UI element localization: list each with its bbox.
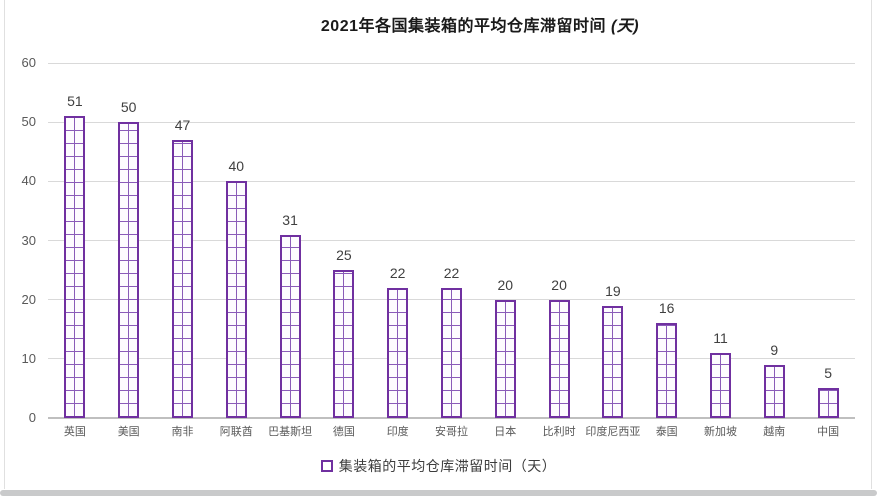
legend-label: 集装箱的平均仓库滞留时间（天） xyxy=(338,458,557,474)
bar-value-label: 19 xyxy=(605,283,621,299)
bar xyxy=(387,288,409,418)
y-axis-label: 0 xyxy=(28,410,36,425)
bar-value-label: 40 xyxy=(228,158,245,174)
x-axis-label: 新加坡 xyxy=(704,426,737,438)
bar xyxy=(441,288,462,418)
gridline xyxy=(48,121,855,123)
bar xyxy=(817,388,839,418)
bar-value-label: 5 xyxy=(824,365,832,381)
x-axis-label: 越南 xyxy=(763,426,786,438)
bar-value-label: 16 xyxy=(658,300,675,316)
gridline xyxy=(48,240,855,241)
x-axis-label: 泰国 xyxy=(655,426,678,438)
chart-title: 2021年各国集装箱的平均仓库滞留时间 (天) xyxy=(83,12,877,36)
gridline xyxy=(48,62,855,64)
bar xyxy=(64,116,86,418)
x-axis-label: 美国 xyxy=(117,426,140,438)
y-axis-label: 30 xyxy=(21,232,36,248)
chart-title-main: 2021年各国集装箱的平均仓库滞留时间 xyxy=(320,18,606,35)
y-axis-label: 10 xyxy=(21,350,36,366)
bar-value-label: 22 xyxy=(443,265,460,281)
bar-value-label: 20 xyxy=(551,277,567,293)
left-border-line xyxy=(4,0,5,489)
right-border-line xyxy=(871,0,872,489)
gridline xyxy=(48,180,855,182)
x-axis-label: 英国 xyxy=(63,426,86,438)
bar xyxy=(548,300,570,418)
x-axis-label: 中国 xyxy=(817,426,840,438)
y-axis-label: 60 xyxy=(21,55,36,70)
bar-value-label: 51 xyxy=(67,93,83,109)
bar xyxy=(494,300,516,418)
x-axis-label: 日本 xyxy=(494,426,517,438)
bar xyxy=(333,270,355,418)
bar-value-label: 11 xyxy=(713,330,728,346)
bar xyxy=(172,140,193,418)
x-axis-label: 南非 xyxy=(171,426,194,438)
bar xyxy=(656,323,678,418)
x-axis-line xyxy=(48,417,855,419)
bar-value-label: 31 xyxy=(282,212,298,228)
x-axis-label: 印度尼西亚 xyxy=(585,426,641,438)
x-axis-label: 巴基斯坦 xyxy=(268,426,313,438)
bar-value-label: 22 xyxy=(389,265,406,281)
bar-value-label: 20 xyxy=(497,277,514,293)
y-axis-label: 40 xyxy=(21,173,36,189)
chart-title-unit: (天) xyxy=(606,18,640,35)
y-axis-label: 50 xyxy=(21,114,36,130)
legend: 集装箱的平均仓库滞留时间（天） xyxy=(0,456,877,476)
bar-value-label: 25 xyxy=(336,247,352,263)
x-axis-label: 德国 xyxy=(332,426,355,438)
legend-marker-icon xyxy=(320,460,333,472)
y-axis-label: 20 xyxy=(21,291,36,307)
x-axis-label: 比利时 xyxy=(542,426,576,438)
bar xyxy=(225,181,247,418)
x-axis-label: 印度 xyxy=(386,426,409,438)
bar xyxy=(763,365,785,418)
bar-value-label: 47 xyxy=(174,117,191,133)
bar xyxy=(279,235,301,418)
x-axis-label: 阿联酋 xyxy=(219,426,253,438)
bar xyxy=(710,353,731,418)
bar-value-label: 50 xyxy=(120,99,137,115)
bar-value-label: 9 xyxy=(770,342,779,358)
bar xyxy=(118,122,140,418)
bar xyxy=(602,306,624,418)
x-axis-label: 安哥拉 xyxy=(435,426,468,438)
window-bottom-edge xyxy=(0,490,877,496)
